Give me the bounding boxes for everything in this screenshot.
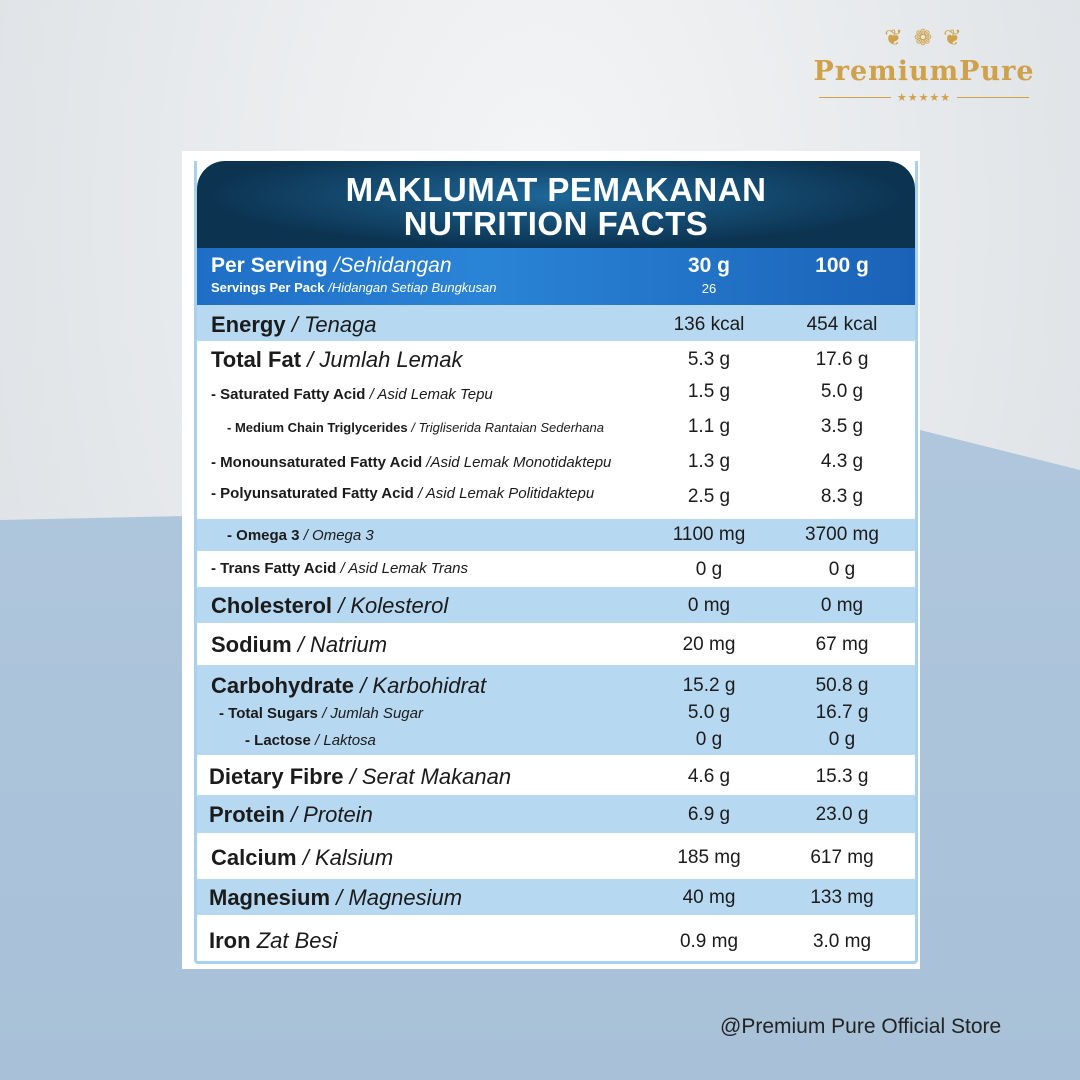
nutrient-row-saturated-fat: - Saturated Fatty Acid / Asid Lemak Tepu… (197, 377, 915, 411)
nutrient-row-sodium: Sodium / Natrium 20 mg 67 mg (197, 623, 915, 665)
nutrition-panel: MAKLUMAT PEMAKANAN NUTRITION FACTS Per S… (194, 161, 918, 964)
logo-ornament-icon: ❦ ❁ ❦ (884, 26, 964, 51)
nutrient-row-trans-fat: - Trans Fatty Acid / Asid Lemak Trans 0 … (197, 551, 915, 587)
nutrient-row-carbohydrate: Carbohydrate / Karbohidrat 15.2 g 50.8 g… (197, 665, 915, 755)
nutrient-row-omega-3: - Omega 3 / Omega 3 1100 mg 3700 mg (197, 519, 915, 551)
nutrient-row-iron: Iron Zat Besi 0.9 mg 3.0 mg (197, 915, 915, 961)
nutrient-row-pufa: - Polyunsaturated Fatty Acid / Asid Lema… (197, 479, 915, 519)
nutrient-row-cholesterol: Cholesterol / Kolesterol 0 mg 0 mg (197, 587, 915, 623)
brand-name: PremiumPure (813, 56, 1035, 87)
star-rating-icon: ★★★★★ (896, 92, 952, 104)
serving-row: Per Serving /Sehidangan Servings Per Pac… (197, 248, 915, 305)
nutrient-row-calcium: Calcium / Kalsium 185 mg 617 mg (197, 833, 915, 879)
title-malay: MAKLUMAT PEMAKANAN (345, 171, 767, 208)
brand-logo: ❦ ❁ ❦ PremiumPure ★★★★★ (800, 28, 1048, 128)
nutrient-row-magnesium: Magnesium / Magnesium 40 mg 133 mg (197, 879, 915, 915)
column-header-30g: 30 g (687, 254, 731, 277)
logo-rule: ★★★★★ (800, 91, 1048, 104)
header-glow (197, 161, 915, 248)
nutrient-row-lactose: - Lactose / Laktosa (245, 732, 376, 749)
nutrient-row-total-fat: Total Fat / Jumlah Lemak 5.3 g 17.6 g (197, 341, 915, 377)
servings-per-pack-value: 26 (701, 281, 717, 296)
column-header-100g: 100 g (815, 254, 869, 277)
panel-header: MAKLUMAT PEMAKANAN NUTRITION FACTS (197, 161, 915, 248)
title-english: NUTRITION FACTS (403, 205, 709, 242)
store-credit: @Premium Pure Official Store (720, 1015, 1002, 1038)
nutrient-row-total-sugars: - Total Sugars / Jumlah Sugar (219, 705, 423, 722)
nutrient-row-energy: Energy / Tenaga 136 kcal 454 kcal (197, 305, 915, 341)
divider (957, 97, 1030, 98)
per-serving-label: Per Serving /Sehidangan (211, 254, 452, 277)
nutrient-row-mufa: - Monounsaturated Fatty Acid /Asid Lemak… (197, 445, 915, 479)
servings-per-pack-label: Servings Per Pack /Hidangan Setiap Bungk… (211, 280, 497, 295)
divider (818, 97, 891, 98)
nutrition-card: MAKLUMAT PEMAKANAN NUTRITION FACTS Per S… (182, 151, 920, 969)
nutrient-row-dietary-fibre: Dietary Fibre / Serat Makanan 4.6 g 15.3… (197, 755, 915, 795)
nutrient-row-protein: Protein / Protein 6.9 g 23.0 g (197, 795, 915, 833)
nutrient-row-mct: - Medium Chain Triglycerides / Trigliser… (197, 411, 915, 445)
